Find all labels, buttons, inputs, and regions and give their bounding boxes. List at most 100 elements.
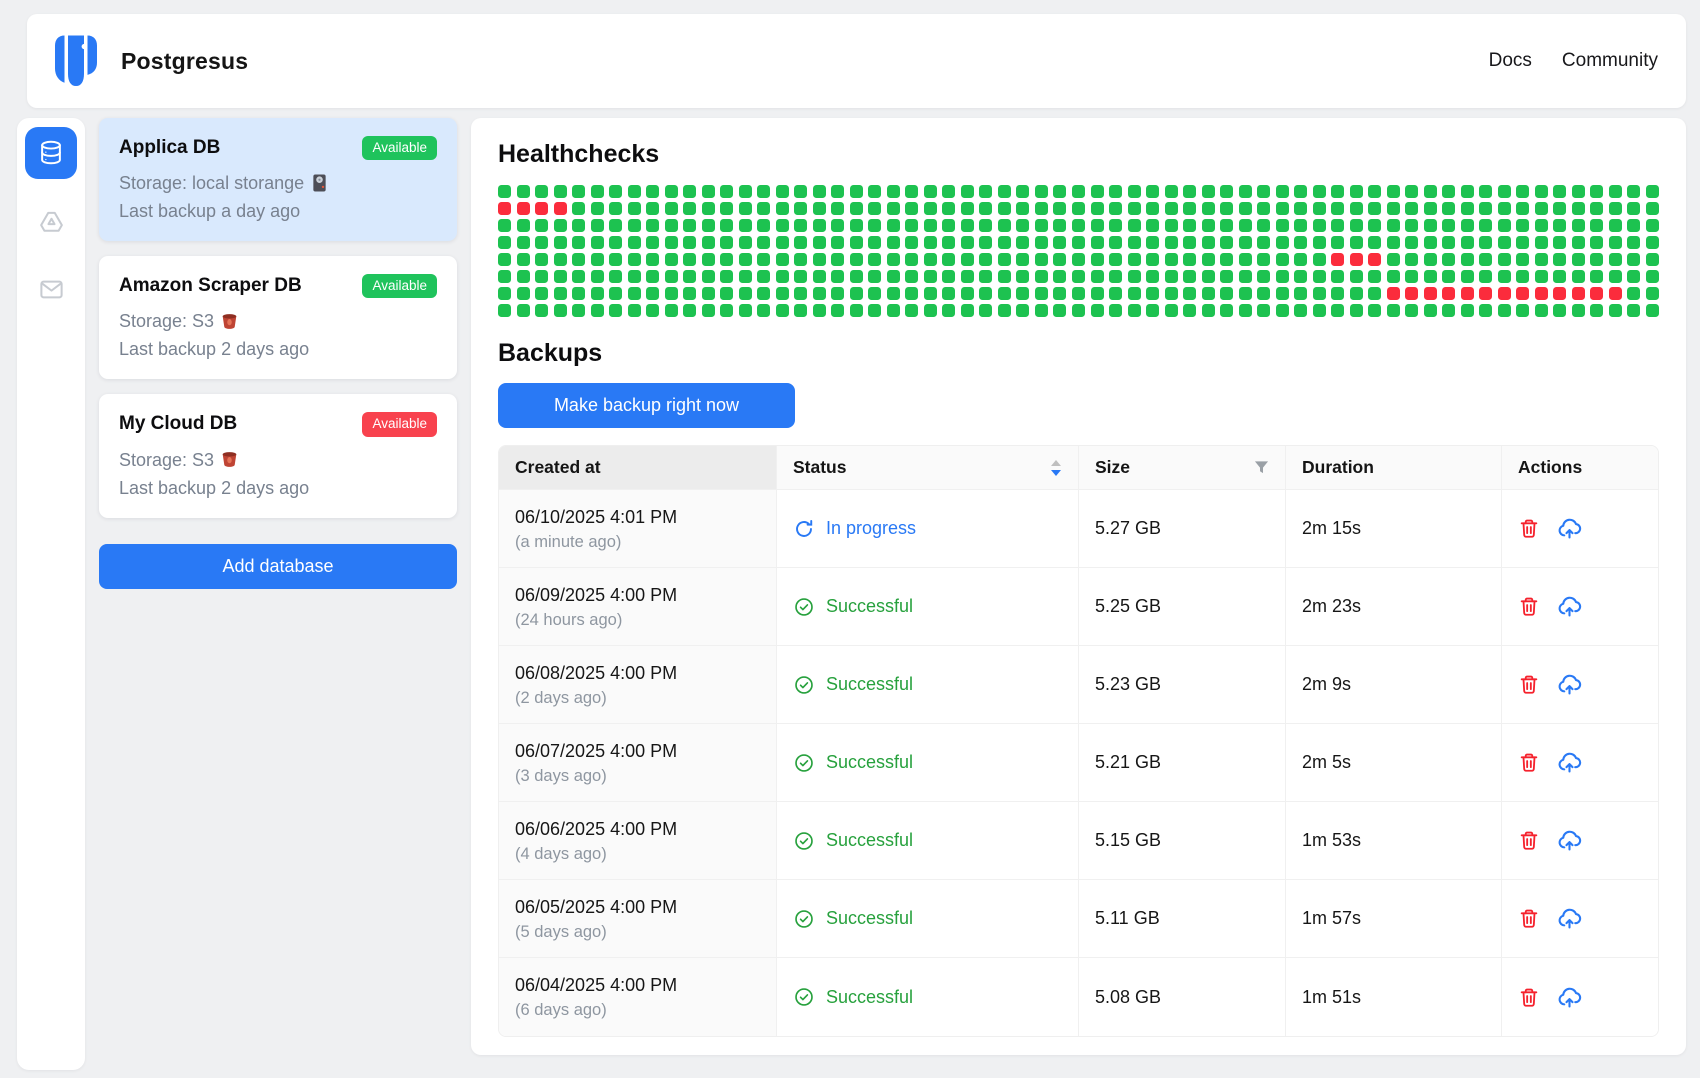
sidebar-item-notifications[interactable]	[25, 263, 77, 315]
sidebar-item-databases[interactable]	[25, 127, 77, 179]
healthcheck-cell-ok	[590, 236, 604, 249]
check-circle-icon	[793, 752, 815, 774]
healthcheck-cell-ok	[775, 287, 789, 300]
sidebar-item-storage[interactable]	[25, 195, 77, 247]
healthcheck-cell-ok	[1257, 219, 1271, 232]
healthcheck-cell-ok	[905, 253, 919, 266]
healthcheck-cell-ok	[942, 253, 956, 266]
healthcheck-cell-ok	[738, 270, 752, 283]
healthcheck-cell-ok	[1275, 202, 1289, 215]
healthcheck-cell-ok	[942, 219, 956, 232]
restore-backup-button[interactable]	[1557, 517, 1582, 540]
healthcheck-cell-ok	[498, 287, 511, 300]
healthcheck-cell-ok	[1164, 270, 1178, 283]
healthcheck-cell-ok	[1053, 304, 1067, 317]
healthcheck-cell-ok	[590, 287, 604, 300]
healthcheck-cell-ok	[683, 304, 697, 317]
nav-link-docs[interactable]: Docs	[1488, 50, 1532, 71]
healthcheck-cell-ok	[757, 236, 771, 249]
healthcheck-cell-ok	[1368, 287, 1382, 300]
database-card[interactable]: My Cloud DB Available Storage: S3 Last back…	[99, 394, 457, 518]
database-card[interactable]: Amazon Scraper DB Available Storage: S3 Las…	[99, 256, 457, 380]
healthcheck-cell-ok	[1590, 253, 1604, 266]
database-card[interactable]: Applica DB Available Storage: local storan…	[99, 118, 457, 242]
database-icon	[37, 139, 65, 167]
healthcheck-cell-ok	[1349, 304, 1363, 317]
check-circle-icon	[793, 986, 815, 1008]
healthcheck-cell-ok	[553, 185, 567, 198]
restore-backup-button[interactable]	[1557, 673, 1582, 696]
healthcheck-cell-ok	[757, 253, 771, 266]
healthcheck-cell-ok	[1034, 304, 1048, 317]
delete-backup-button[interactable]	[1518, 829, 1540, 852]
database-name: Amazon Scraper DB	[119, 275, 302, 297]
healthcheck-cell-ok	[498, 236, 511, 249]
delete-backup-button[interactable]	[1518, 595, 1540, 618]
healthcheck-cell-ok	[1109, 253, 1123, 266]
backup-row: 06/08/2025 4:00 PM (2 days ago) Successful…	[499, 646, 1658, 724]
healthcheck-cell-ok	[831, 236, 845, 249]
delete-backup-button[interactable]	[1518, 986, 1540, 1009]
healthcheck-cell-ok	[572, 287, 586, 300]
delete-backup-button[interactable]	[1518, 751, 1540, 774]
healthcheck-cell-failed	[553, 202, 567, 215]
healthcheck-cell-ok	[923, 270, 937, 283]
healthcheck-cell-ok	[1405, 236, 1419, 249]
created-date: 06/04/2025 4:00 PM	[515, 975, 678, 995]
healthcheck-cell-ok	[1386, 304, 1400, 317]
healthcheck-cell-ok	[1146, 287, 1160, 300]
healthcheck-cell-ok	[1312, 287, 1326, 300]
add-database-button[interactable]: Add database	[99, 543, 457, 589]
delete-backup-button[interactable]	[1518, 907, 1540, 930]
delete-backup-button[interactable]	[1518, 673, 1540, 696]
healthcheck-cell-ok	[553, 287, 567, 300]
healthcheck-cell-ok	[849, 202, 863, 215]
column-header-created-at[interactable]: Created at	[499, 446, 777, 490]
healthcheck-cell-ok	[646, 287, 660, 300]
healthcheck-cell-ok	[1257, 236, 1271, 249]
healthcheck-cell-ok	[1497, 202, 1511, 215]
healthcheck-cell-failed	[498, 202, 511, 215]
restore-backup-button[interactable]	[1557, 595, 1582, 618]
healthcheck-cell-ok	[1405, 202, 1419, 215]
healthcheck-cell-ok	[720, 304, 734, 317]
size-cell: 5.27 GB	[1079, 490, 1286, 568]
column-header-size[interactable]: Size	[1079, 446, 1286, 490]
column-header-actions: Actions	[1502, 446, 1658, 490]
healthcheck-cell-ok	[1294, 270, 1308, 283]
healthcheck-cell-ok	[1349, 219, 1363, 232]
healthcheck-cell-failed	[1405, 287, 1419, 300]
healthcheck-cell-ok	[1460, 185, 1474, 198]
restore-backup-button[interactable]	[1557, 986, 1582, 1009]
healthcheck-cell-ok	[1164, 202, 1178, 215]
healthcheck-cell-ok	[997, 202, 1011, 215]
healthcheck-cell-ok	[590, 185, 604, 198]
healthcheck-cell-failed	[1423, 287, 1437, 300]
healthcheck-cell-ok	[1608, 236, 1622, 249]
healthcheck-cell-ok	[1331, 202, 1345, 215]
healthcheck-cell-ok	[1053, 202, 1067, 215]
healthcheck-cell-ok	[1590, 219, 1604, 232]
restore-backup-button[interactable]	[1557, 829, 1582, 852]
sort-icon[interactable]	[1050, 459, 1062, 477]
healthcheck-cell-ok	[1331, 219, 1345, 232]
nav-link-community[interactable]: Community	[1561, 50, 1658, 71]
healthcheck-cell-ok	[868, 236, 882, 249]
healthcheck-cell-ok	[1164, 185, 1178, 198]
healthcheck-cell-ok	[1627, 270, 1641, 283]
make-backup-button[interactable]: Make backup right now	[498, 383, 795, 428]
healthcheck-cell-ok	[1275, 270, 1289, 283]
restore-backup-button[interactable]	[1557, 907, 1582, 930]
healthcheck-cell-ok	[1479, 270, 1493, 283]
column-header-actions-label: Actions	[1518, 457, 1583, 477]
restore-backup-button[interactable]	[1557, 751, 1582, 774]
delete-backup-button[interactable]	[1518, 517, 1540, 540]
healthcheck-cell-ok	[1109, 185, 1123, 198]
healthcheck-cell-ok	[1312, 304, 1326, 317]
column-header-status[interactable]: Status	[777, 446, 1079, 490]
healthcheck-cell-ok	[1257, 270, 1271, 283]
healthcheck-cell-ok	[1516, 185, 1530, 198]
filter-icon[interactable]	[1254, 460, 1269, 475]
healthcheck-cell-ok	[738, 253, 752, 266]
healthcheck-cell-ok	[886, 304, 900, 317]
